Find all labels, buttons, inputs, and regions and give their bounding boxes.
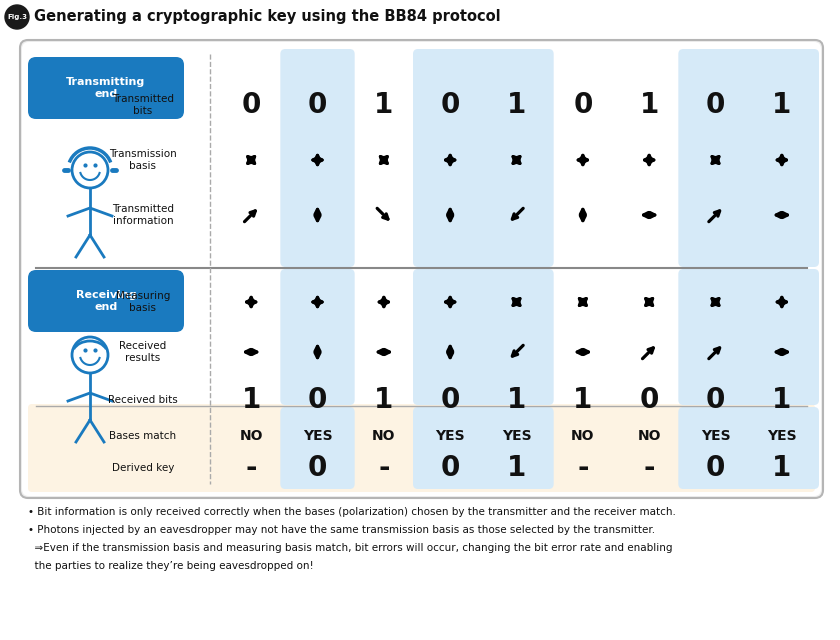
- FancyBboxPatch shape: [745, 407, 819, 489]
- Text: 1: 1: [639, 91, 659, 119]
- FancyBboxPatch shape: [281, 49, 354, 267]
- Text: NO: NO: [571, 429, 595, 443]
- Text: YES: YES: [302, 429, 333, 443]
- Text: 0: 0: [639, 386, 659, 414]
- Text: 0: 0: [706, 386, 725, 414]
- Text: Transmitted
bits: Transmitted bits: [112, 94, 174, 116]
- FancyBboxPatch shape: [413, 49, 487, 267]
- Text: • Photons injected by an eavesdropper may not have the same transmission basis a: • Photons injected by an eavesdropper ma…: [28, 525, 655, 535]
- Text: 0: 0: [440, 91, 459, 119]
- Text: NO: NO: [239, 429, 263, 443]
- FancyBboxPatch shape: [745, 269, 819, 405]
- Text: 0: 0: [307, 91, 328, 119]
- Text: 0: 0: [706, 91, 725, 119]
- Text: YES: YES: [435, 429, 465, 443]
- Text: YES: YES: [701, 429, 730, 443]
- FancyBboxPatch shape: [281, 407, 354, 489]
- Text: 0: 0: [307, 454, 328, 482]
- Text: 1: 1: [507, 91, 526, 119]
- FancyBboxPatch shape: [22, 42, 821, 496]
- Text: 0: 0: [440, 386, 459, 414]
- FancyBboxPatch shape: [480, 49, 554, 267]
- Text: Receiving
end: Receiving end: [76, 290, 136, 312]
- Text: -: -: [245, 454, 257, 482]
- Text: Transmitting
end: Transmitting end: [66, 77, 145, 99]
- FancyBboxPatch shape: [281, 269, 354, 405]
- FancyBboxPatch shape: [679, 269, 753, 405]
- Text: 0: 0: [440, 454, 459, 482]
- FancyBboxPatch shape: [745, 49, 819, 267]
- Text: ⇒Even if the transmission basis and measuring basis match, bit errors will occur: ⇒Even if the transmission basis and meas…: [28, 543, 673, 553]
- Text: 1: 1: [507, 454, 526, 482]
- Text: -: -: [378, 454, 390, 482]
- Text: -: -: [643, 454, 655, 482]
- FancyBboxPatch shape: [413, 269, 487, 405]
- FancyBboxPatch shape: [679, 407, 753, 489]
- Text: -: -: [577, 454, 589, 482]
- FancyBboxPatch shape: [480, 269, 554, 405]
- Text: NO: NO: [372, 429, 396, 443]
- Text: • Bit information is only received correctly when the bases (polarization) chose: • Bit information is only received corre…: [28, 507, 676, 517]
- FancyBboxPatch shape: [20, 40, 823, 498]
- FancyBboxPatch shape: [28, 57, 184, 119]
- Text: Received
results: Received results: [119, 340, 166, 363]
- Text: 0: 0: [573, 91, 592, 119]
- Text: Generating a cryptographic key using the BB84 protocol: Generating a cryptographic key using the…: [34, 10, 501, 24]
- Text: the parties to realize they’re being eavesdropped on!: the parties to realize they’re being eav…: [28, 561, 314, 571]
- Text: 1: 1: [374, 386, 393, 414]
- Circle shape: [5, 5, 29, 29]
- Text: Transmitted
information: Transmitted information: [112, 204, 174, 226]
- FancyBboxPatch shape: [679, 49, 753, 267]
- Text: Transmission
basis: Transmission basis: [109, 148, 177, 171]
- Text: 1: 1: [507, 386, 526, 414]
- Text: YES: YES: [767, 429, 796, 443]
- Text: 0: 0: [307, 386, 328, 414]
- FancyBboxPatch shape: [28, 270, 184, 332]
- FancyBboxPatch shape: [413, 407, 487, 489]
- Text: Fig.3: Fig.3: [7, 14, 27, 20]
- Text: 1: 1: [772, 454, 791, 482]
- Text: Derived key: Derived key: [112, 463, 174, 473]
- Text: NO: NO: [638, 429, 661, 443]
- Text: YES: YES: [501, 429, 532, 443]
- Text: 1: 1: [772, 386, 791, 414]
- FancyBboxPatch shape: [480, 407, 554, 489]
- Text: 0: 0: [706, 454, 725, 482]
- Text: 1: 1: [772, 91, 791, 119]
- Text: Measuring
basis: Measuring basis: [116, 291, 171, 313]
- Text: 1: 1: [573, 386, 592, 414]
- Text: Received bits: Received bits: [108, 395, 178, 405]
- Text: 1: 1: [242, 386, 260, 414]
- Text: 0: 0: [241, 91, 261, 119]
- FancyBboxPatch shape: [28, 404, 815, 492]
- Text: Bases match: Bases match: [109, 431, 176, 441]
- Text: 1: 1: [374, 91, 393, 119]
